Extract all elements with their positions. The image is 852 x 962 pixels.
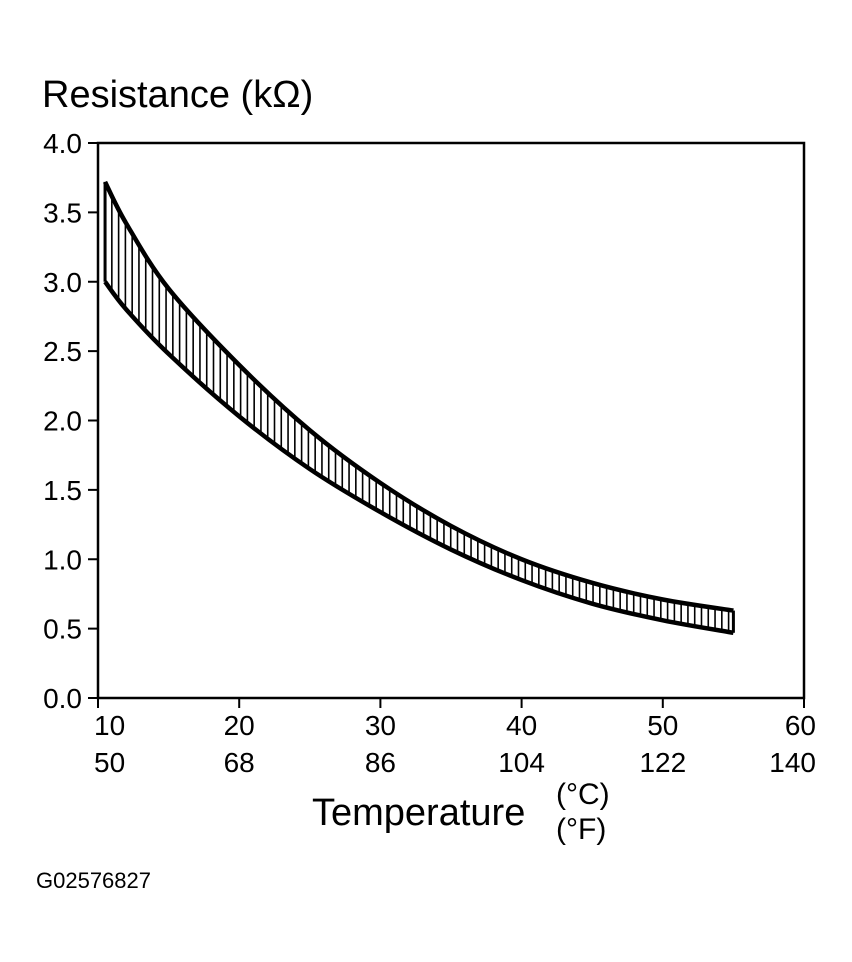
x-tick-label-celsius: 50 — [647, 710, 678, 741]
x-unit-fahrenheit: (°F) — [556, 813, 606, 846]
y-tick-label: 2.5 — [43, 336, 82, 367]
plot-frame — [96, 141, 806, 700]
x-tick-label-celsius: 20 — [224, 710, 255, 741]
x-tick-label-celsius: 10 — [94, 710, 125, 741]
x-tick-label-celsius: 60 — [785, 710, 816, 741]
x-axis: 10 50 20 68 30 86 40 104 50 122 60 140 — [94, 698, 816, 778]
lower-limit-curve — [103, 280, 734, 636]
x-tick-label-fahrenheit: 122 — [639, 747, 686, 778]
x-tick-label-fahrenheit: 50 — [94, 747, 125, 778]
y-tick-label: 3.5 — [43, 197, 82, 228]
y-tick-label: 1.5 — [43, 475, 82, 506]
x-unit-celsius: (°C) — [556, 778, 610, 811]
y-tick-label: 3.0 — [43, 267, 82, 298]
resistance-band — [103, 180, 735, 636]
y-tick-label: 0.0 — [43, 683, 82, 714]
x-tick-label-celsius: 40 — [506, 710, 537, 741]
y-tick-label: 0.5 — [43, 614, 82, 645]
y-tick-label: 1.0 — [43, 544, 82, 575]
y-tick-label: 2.0 — [43, 406, 82, 437]
y-axis: 0.0 0.5 1.0 1.5 2.0 2.5 3.0 3.5 4.0 — [43, 128, 98, 714]
upper-limit-curve — [103, 180, 734, 613]
x-tick-label-celsius: 30 — [365, 710, 396, 741]
x-tick-label-fahrenheit: 140 — [769, 747, 816, 778]
x-tick-label-fahrenheit: 68 — [224, 747, 255, 778]
y-tick-label: 4.0 — [43, 128, 82, 159]
y-axis-label: Resistance (kΩ) — [42, 74, 313, 116]
x-tick-label-fahrenheit: 86 — [365, 747, 396, 778]
x-axis-label: Temperature — [312, 792, 525, 834]
x-tick-label-fahrenheit: 104 — [498, 747, 545, 778]
figure-id: G02576827 — [36, 868, 151, 893]
